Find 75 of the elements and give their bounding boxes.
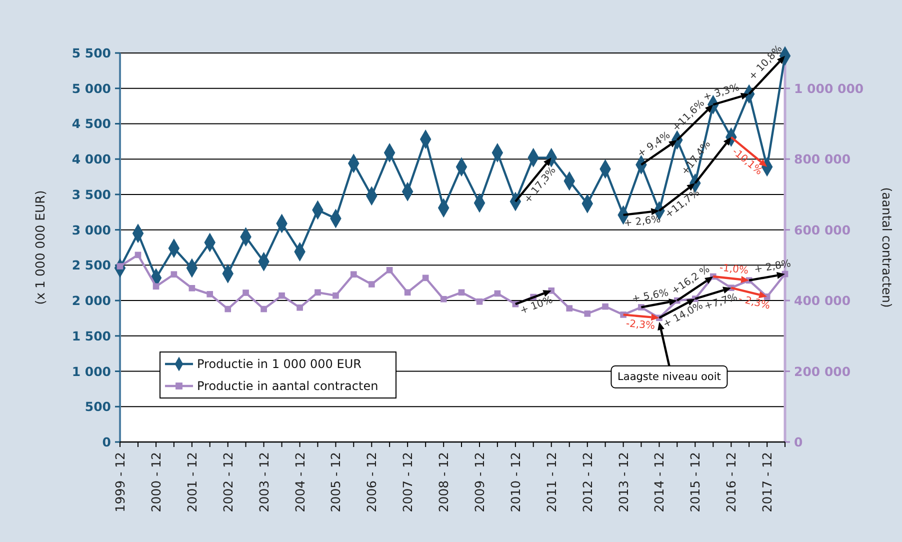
- y-tick-label: 500: [84, 399, 112, 414]
- x-tick-label: 2001 - 12: [184, 452, 200, 512]
- x-tick-label: 2017 - 12: [760, 452, 775, 512]
- x-tick-label: 2009 - 12: [472, 452, 488, 512]
- y-tick-label: 1 000: [72, 364, 112, 379]
- x-tick-label: 2015 - 12: [688, 452, 703, 512]
- point: [476, 298, 483, 305]
- point: [440, 296, 447, 302]
- x-tick-label: 2014 - 12: [652, 452, 667, 512]
- x-tick-label: 2012 - 12: [580, 452, 595, 512]
- y-tick-label: 2 500: [72, 258, 112, 273]
- annotation: + 10%: [518, 294, 554, 317]
- point: [566, 305, 573, 312]
- x-tick-label: 2011 - 12: [544, 452, 559, 512]
- point: [602, 303, 608, 310]
- x-tick-label: 1999 - 12: [112, 452, 128, 512]
- y2-tick-label: 800 000: [794, 152, 851, 167]
- point: [206, 291, 214, 298]
- y2-tick-label: 0: [794, 434, 803, 450]
- x-tick-label: 2013 - 12: [616, 452, 631, 512]
- point: [404, 289, 411, 296]
- point: [368, 281, 375, 288]
- point: [242, 290, 249, 296]
- point: [314, 289, 321, 296]
- x-tick-label: 2010 - 12: [508, 452, 523, 512]
- annotation: - 2,3%: [737, 294, 772, 312]
- y-tick-label: 2 000: [72, 293, 112, 308]
- annotation: + 2,8%: [753, 258, 792, 276]
- point: [422, 274, 429, 282]
- point: [494, 290, 501, 297]
- y-tick-label: 4 000: [72, 152, 112, 167]
- point: [458, 289, 465, 296]
- annotation: + 5,6%: [631, 288, 670, 306]
- x-tick-label: 2006 - 12: [364, 452, 380, 512]
- point: [332, 292, 339, 299]
- y-axis-title: (x 1 000 000 EUR): [32, 190, 48, 305]
- y2-axis-title: (aantal contracten): [880, 187, 894, 308]
- x-tick-label: 2008 - 12: [436, 452, 452, 512]
- y-tick-label: 1 500: [72, 328, 112, 344]
- legend-label: Productie in 1 000 000 EUR: [197, 357, 362, 371]
- x-tick-label: 2004 - 12: [292, 452, 308, 512]
- x-tick-label: 2007 - 12: [400, 452, 416, 512]
- annotation: -1,0%: [718, 262, 749, 277]
- point: [350, 271, 357, 278]
- point: [296, 304, 303, 311]
- y2-tick-label: 200 000: [794, 364, 851, 379]
- point: [188, 285, 196, 292]
- y2-tick-label: 1 000 000: [794, 80, 864, 96]
- annotation: Laagste niveau ooit: [618, 370, 721, 383]
- annotation: +7,7%: [703, 292, 739, 312]
- point: [134, 252, 142, 258]
- y2-tick-label: 600 000: [794, 222, 851, 238]
- point: [260, 306, 267, 312]
- y-tick-label: 3 500: [72, 186, 112, 202]
- point: [152, 283, 160, 290]
- x-tick-label: 2002 - 12: [220, 452, 236, 512]
- x-tick-label: 2003 - 12: [256, 452, 272, 512]
- y-tick-label: 3 000: [72, 222, 112, 238]
- x-tick-label: 2005 - 12: [328, 452, 344, 512]
- annotation: + 2,6%: [623, 214, 662, 230]
- y2-tick-label: 400 000: [794, 293, 851, 308]
- y-tick-label: 5 500: [72, 46, 112, 60]
- y-tick-label: 0: [102, 434, 112, 450]
- y-tick-label: 4 500: [72, 116, 112, 132]
- legend-label: Productie in aantal contracten: [197, 379, 378, 393]
- point: [386, 266, 393, 274]
- annotation: -2,3%: [626, 318, 656, 332]
- point: [170, 271, 178, 278]
- x-tick-label: 2016 - 12: [724, 452, 739, 512]
- point: [224, 306, 232, 312]
- point: [278, 292, 285, 299]
- y-tick-label: 5 000: [72, 80, 112, 96]
- point: [584, 310, 591, 317]
- x-tick-label: 2000 - 12: [148, 452, 164, 512]
- annotation: + 3,3%: [702, 82, 741, 104]
